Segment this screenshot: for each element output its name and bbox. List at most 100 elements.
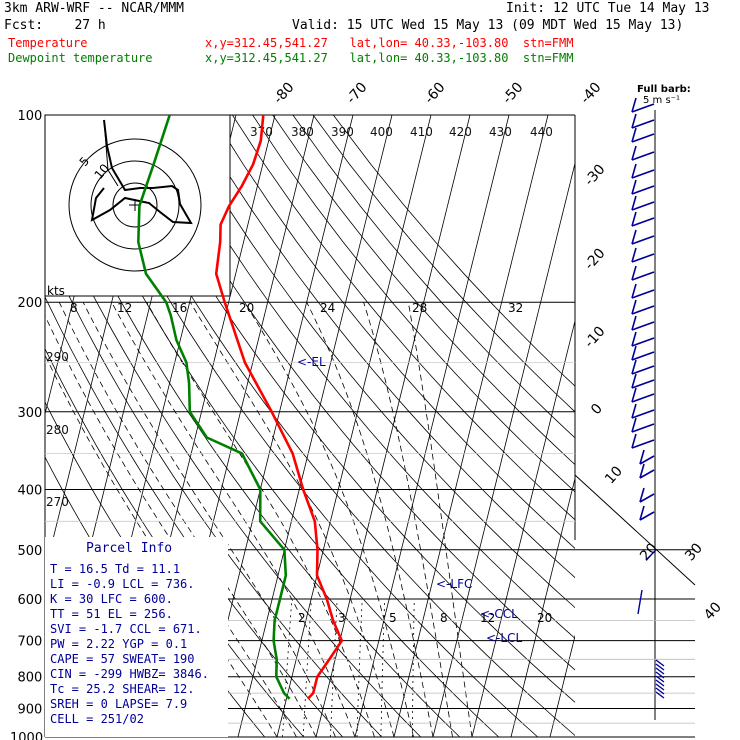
pressure-tick-label: 900 [18,703,43,718]
isotherm-label: 0 [588,401,606,418]
isotherm-label: -70 [343,79,370,107]
wind-barb [631,151,655,161]
pressure-tick-label: 600 [18,593,43,608]
wind-barb-flag [631,417,637,433]
wind-barb-flag [631,247,637,263]
isotherm-label: 40 [701,599,725,623]
header: 3km ARW-WRF -- NCAR/MMM Init: 12 UTC Tue… [0,0,740,70]
wind-barb [631,351,655,361]
pressure-tick-label: 800 [18,671,43,686]
wind-barb-flag [631,387,637,403]
wind-barb-flag [631,163,637,179]
hodograph-trace-upper [103,119,119,187]
hodograph-axis-label: 8 [70,301,78,315]
dewpoint-profile [137,115,291,700]
theta-label: 390 [331,125,354,139]
wind-barb-flag [631,433,637,449]
pressure-tick-label: 400 [18,483,43,498]
wind-barb-flag [631,373,637,389]
mixing-ratio-label: 3 [338,611,346,625]
temperature-profile [214,115,344,700]
barb-legend-unit: 5 m s⁻¹ [643,95,680,106]
wind-barb-flag [631,283,637,299]
wind-barb [631,337,655,347]
pressure-tick-label: 1000 [10,731,43,740]
dewpoint-info: x,y=312.45,541.27 lat,lon= 40.33,-103.80… [205,51,574,65]
hodograph-ring [68,138,202,272]
wind-barb-flag [631,127,637,143]
wind-barb [631,253,655,263]
parcel-info-row: SVI = -1.7 CCL = 671. [50,622,202,636]
wind-barb-flag [631,345,637,361]
wind-barb-flag [631,229,637,245]
pressure-tick-label: 300 [18,406,43,421]
parcel-level-annotation: <-EL [297,355,326,369]
mixing-ratio-line [412,598,415,737]
isotherm-label: 10 [602,463,626,487]
init-time: Init: 12 UTC Tue 14 May 13 [506,1,710,16]
hodograph-axis-label: 16 [172,301,187,315]
wind-barb [631,439,655,449]
parcel-info-row: Tc = 25.2 SHEAR= 12. [50,682,195,696]
isotherm-line [549,634,575,737]
wind-barb [631,289,655,299]
isotherm-label: -10 [581,323,608,351]
hodograph-unit-label: kts [47,284,65,298]
theta-label: 270 [46,495,69,509]
wind-barb-low [655,683,665,691]
wind-barb [631,119,655,129]
wind-barb-flag [631,97,637,113]
isotherm-label: -40 [577,79,604,107]
wind-barb-low [655,667,665,675]
moist-adiabat-line [363,302,453,737]
wind-barb-flag [631,211,637,227]
theta-label: 280 [46,423,69,437]
wind-barb-flag [639,463,645,479]
hodograph-axis-label: 20 [239,301,254,315]
wind-barb [639,493,655,503]
wind-barb-flag [631,265,637,281]
wind-barb-flag [639,449,645,465]
wind-barb [631,365,655,375]
wind-barb-flag [631,145,637,161]
parcel-info-row: LI = -0.9 LCL = 736. [50,577,195,591]
wind-barb [631,185,655,195]
parcel-info-row: CELL = 251/02 [50,712,144,726]
hodograph-axis-label: 28 [412,301,427,315]
forecast-hour: Fcst: 27 h [4,18,106,33]
parcel-info-row: CAPE = 57 SWEAT= 190 [50,652,195,666]
wind-barb [631,201,655,211]
parcel-info-row: K = 30 LFC = 600. [50,592,173,606]
wind-barb-low [655,659,665,667]
moist-adiabat-line [407,302,473,737]
wind-barb [631,305,655,315]
moist-adiabat-line [146,302,375,737]
isotherm-line [510,476,575,737]
isotherm-line [354,115,510,737]
mixing-ratio-line [282,598,293,737]
wind-barb-flag [631,179,637,195]
wind-barb [639,469,655,479]
dry-adiabat-line [312,115,575,413]
wind-barb-low [655,691,665,699]
temperature-legend: Temperature [8,36,88,50]
theta-label: 440 [530,125,553,139]
wind-barb-flag [631,195,637,211]
theta-label: 380 [291,125,314,139]
isotherm-line [315,115,471,737]
moist-adiabat-line [82,302,336,737]
wind-barb [639,455,655,465]
pressure-tick-label: 100 [18,109,43,124]
wind-barb-low [645,549,657,561]
moist-adiabat-line [244,301,414,737]
isotherm-label: -80 [270,79,297,107]
wind-barb [631,133,655,143]
isotherm-line [432,161,575,737]
isotherm-line [0,115,2,737]
wind-barb [631,423,655,433]
isotherm-line [237,115,393,737]
wind-barb [631,217,655,227]
wind-barb-flag [631,299,637,315]
parcel-info-box [45,537,228,737]
isotherm-label: -30 [581,161,608,189]
